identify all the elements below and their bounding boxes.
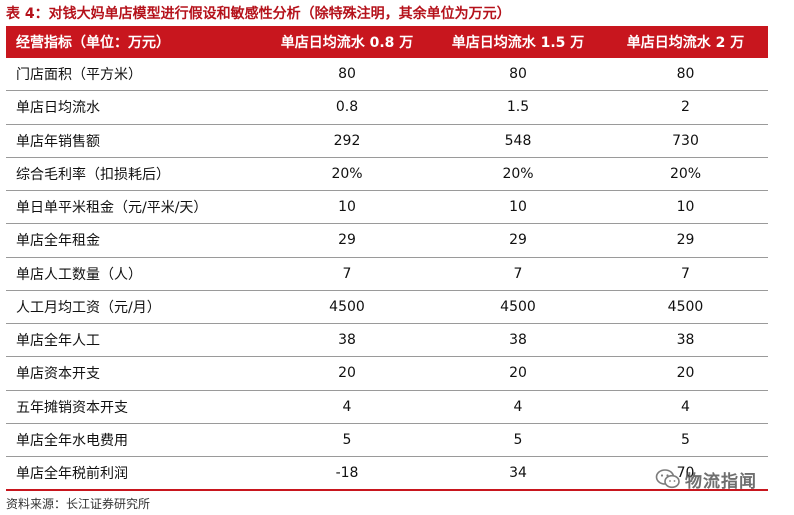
header-indicator: 经营指标（单位：万元） [6,26,261,58]
header-scenario-1-5: 单店日均流水 1.5 万 [433,26,603,58]
table-row: 人工月均工资（元/月） 4500 4500 4500 [6,290,768,325]
table-row: 综合毛利率（扣损耗后） 20% 20% 20% [6,157,768,192]
table-caption: 表 4：对钱大妈单店模型进行假设和敏感性分析（除特殊注明，其余单位为万元） [6,6,511,22]
table-cell: 0.8 [261,90,433,125]
table-cell: 4 [433,390,603,424]
table-cell: 80 [433,58,603,92]
row-label: 五年摊销资本开支 [6,390,261,424]
row-label: 单日单平米租金（元/平米/天） [6,190,261,225]
row-label: 单店日均流水 [6,90,261,125]
source-note: 资料来源：长江证券研究所 [6,497,151,511]
table-cell: 20 [433,356,603,391]
table-cell: 4500 [261,290,433,325]
table-cell: 5 [261,423,433,458]
wechat-icon [655,469,680,489]
row-label: 单店全年税前利润 [6,456,261,492]
table-cell: 20 [261,356,433,391]
table-cell: 4 [261,390,433,424]
table-row: 单店资本开支 20 20 20 [6,356,768,391]
table-header-row: 经营指标（单位：万元） 单店日均流水 0.8 万 单店日均流水 1.5 万 单店… [6,26,768,58]
table-cell: 2 [603,90,768,125]
row-label: 人工月均工资（元/月） [6,290,261,325]
table-row: 门店面积（平方米） 80 80 80 [6,58,768,92]
table-cell: 5 [433,423,603,458]
row-label: 单店资本开支 [6,356,261,391]
table-cell: 80 [261,58,433,92]
table-row: 单店全年人工 38 38 38 [6,323,768,358]
table-cell: 34 [433,456,603,492]
table-cell: 7 [603,257,768,291]
watermark-text: 物流指闻 [685,471,757,492]
table-cell: 292 [261,124,433,158]
table-cell: 10 [261,190,433,225]
table-cell: 1.5 [433,90,603,125]
table-cell: 80 [603,58,768,92]
row-label: 单店全年水电费用 [6,423,261,458]
row-label: 门店面积（平方米） [6,58,261,92]
table-row: 单店全年税前利润 -18 34 70 [6,456,768,492]
header-scenario-0-8: 单店日均流水 0.8 万 [261,26,433,58]
table-row: 单日单平米租金（元/平米/天） 10 10 10 [6,190,768,225]
store-model-table: 经营指标（单位：万元） 单店日均流水 0.8 万 单店日均流水 1.5 万 单店… [6,26,768,492]
table-cell: 29 [433,223,603,258]
table-cell: 20 [603,356,768,391]
table-cell: 20% [261,157,433,192]
table-cell: 7 [433,257,603,291]
row-label: 单店全年租金 [6,223,261,258]
table-cell: 4500 [603,290,768,325]
table-cell: 548 [433,124,603,158]
table-cell: 7 [261,257,433,291]
table-cell: 10 [433,190,603,225]
table-cell: 10 [603,190,768,225]
header-scenario-2: 单店日均流水 2 万 [603,26,768,58]
table-row: 五年摊销资本开支 4 4 4 [6,390,768,424]
table-row: 单店人工数量（人） 7 7 7 [6,257,768,291]
watermark: 物流指闻 [655,466,757,492]
table-cell: 70 [603,456,768,492]
table-cell: 38 [603,323,768,358]
table-cell: 29 [603,223,768,258]
table-cell: 20% [433,157,603,192]
row-label: 综合毛利率（扣损耗后） [6,157,261,192]
table-cell: 29 [261,223,433,258]
table-row: 单店日均流水 0.8 1.5 2 [6,90,768,125]
row-label: 单店人工数量（人） [6,257,261,291]
table-cell: 4 [603,390,768,424]
row-label: 单店年销售额 [6,124,261,158]
table-row: 单店全年水电费用 5 5 5 [6,423,768,458]
table-cell: 730 [603,124,768,158]
table-row: 单店年销售额 292 548 730 [6,124,768,158]
table-cell: 5 [603,423,768,458]
table-cell: 38 [261,323,433,358]
table-cell: -18 [261,456,433,492]
table-cell: 20% [603,157,768,192]
table-cell: 4500 [433,290,603,325]
table-row: 单店全年租金 29 29 29 [6,223,768,258]
row-label: 单店全年人工 [6,323,261,358]
table-cell: 38 [433,323,603,358]
